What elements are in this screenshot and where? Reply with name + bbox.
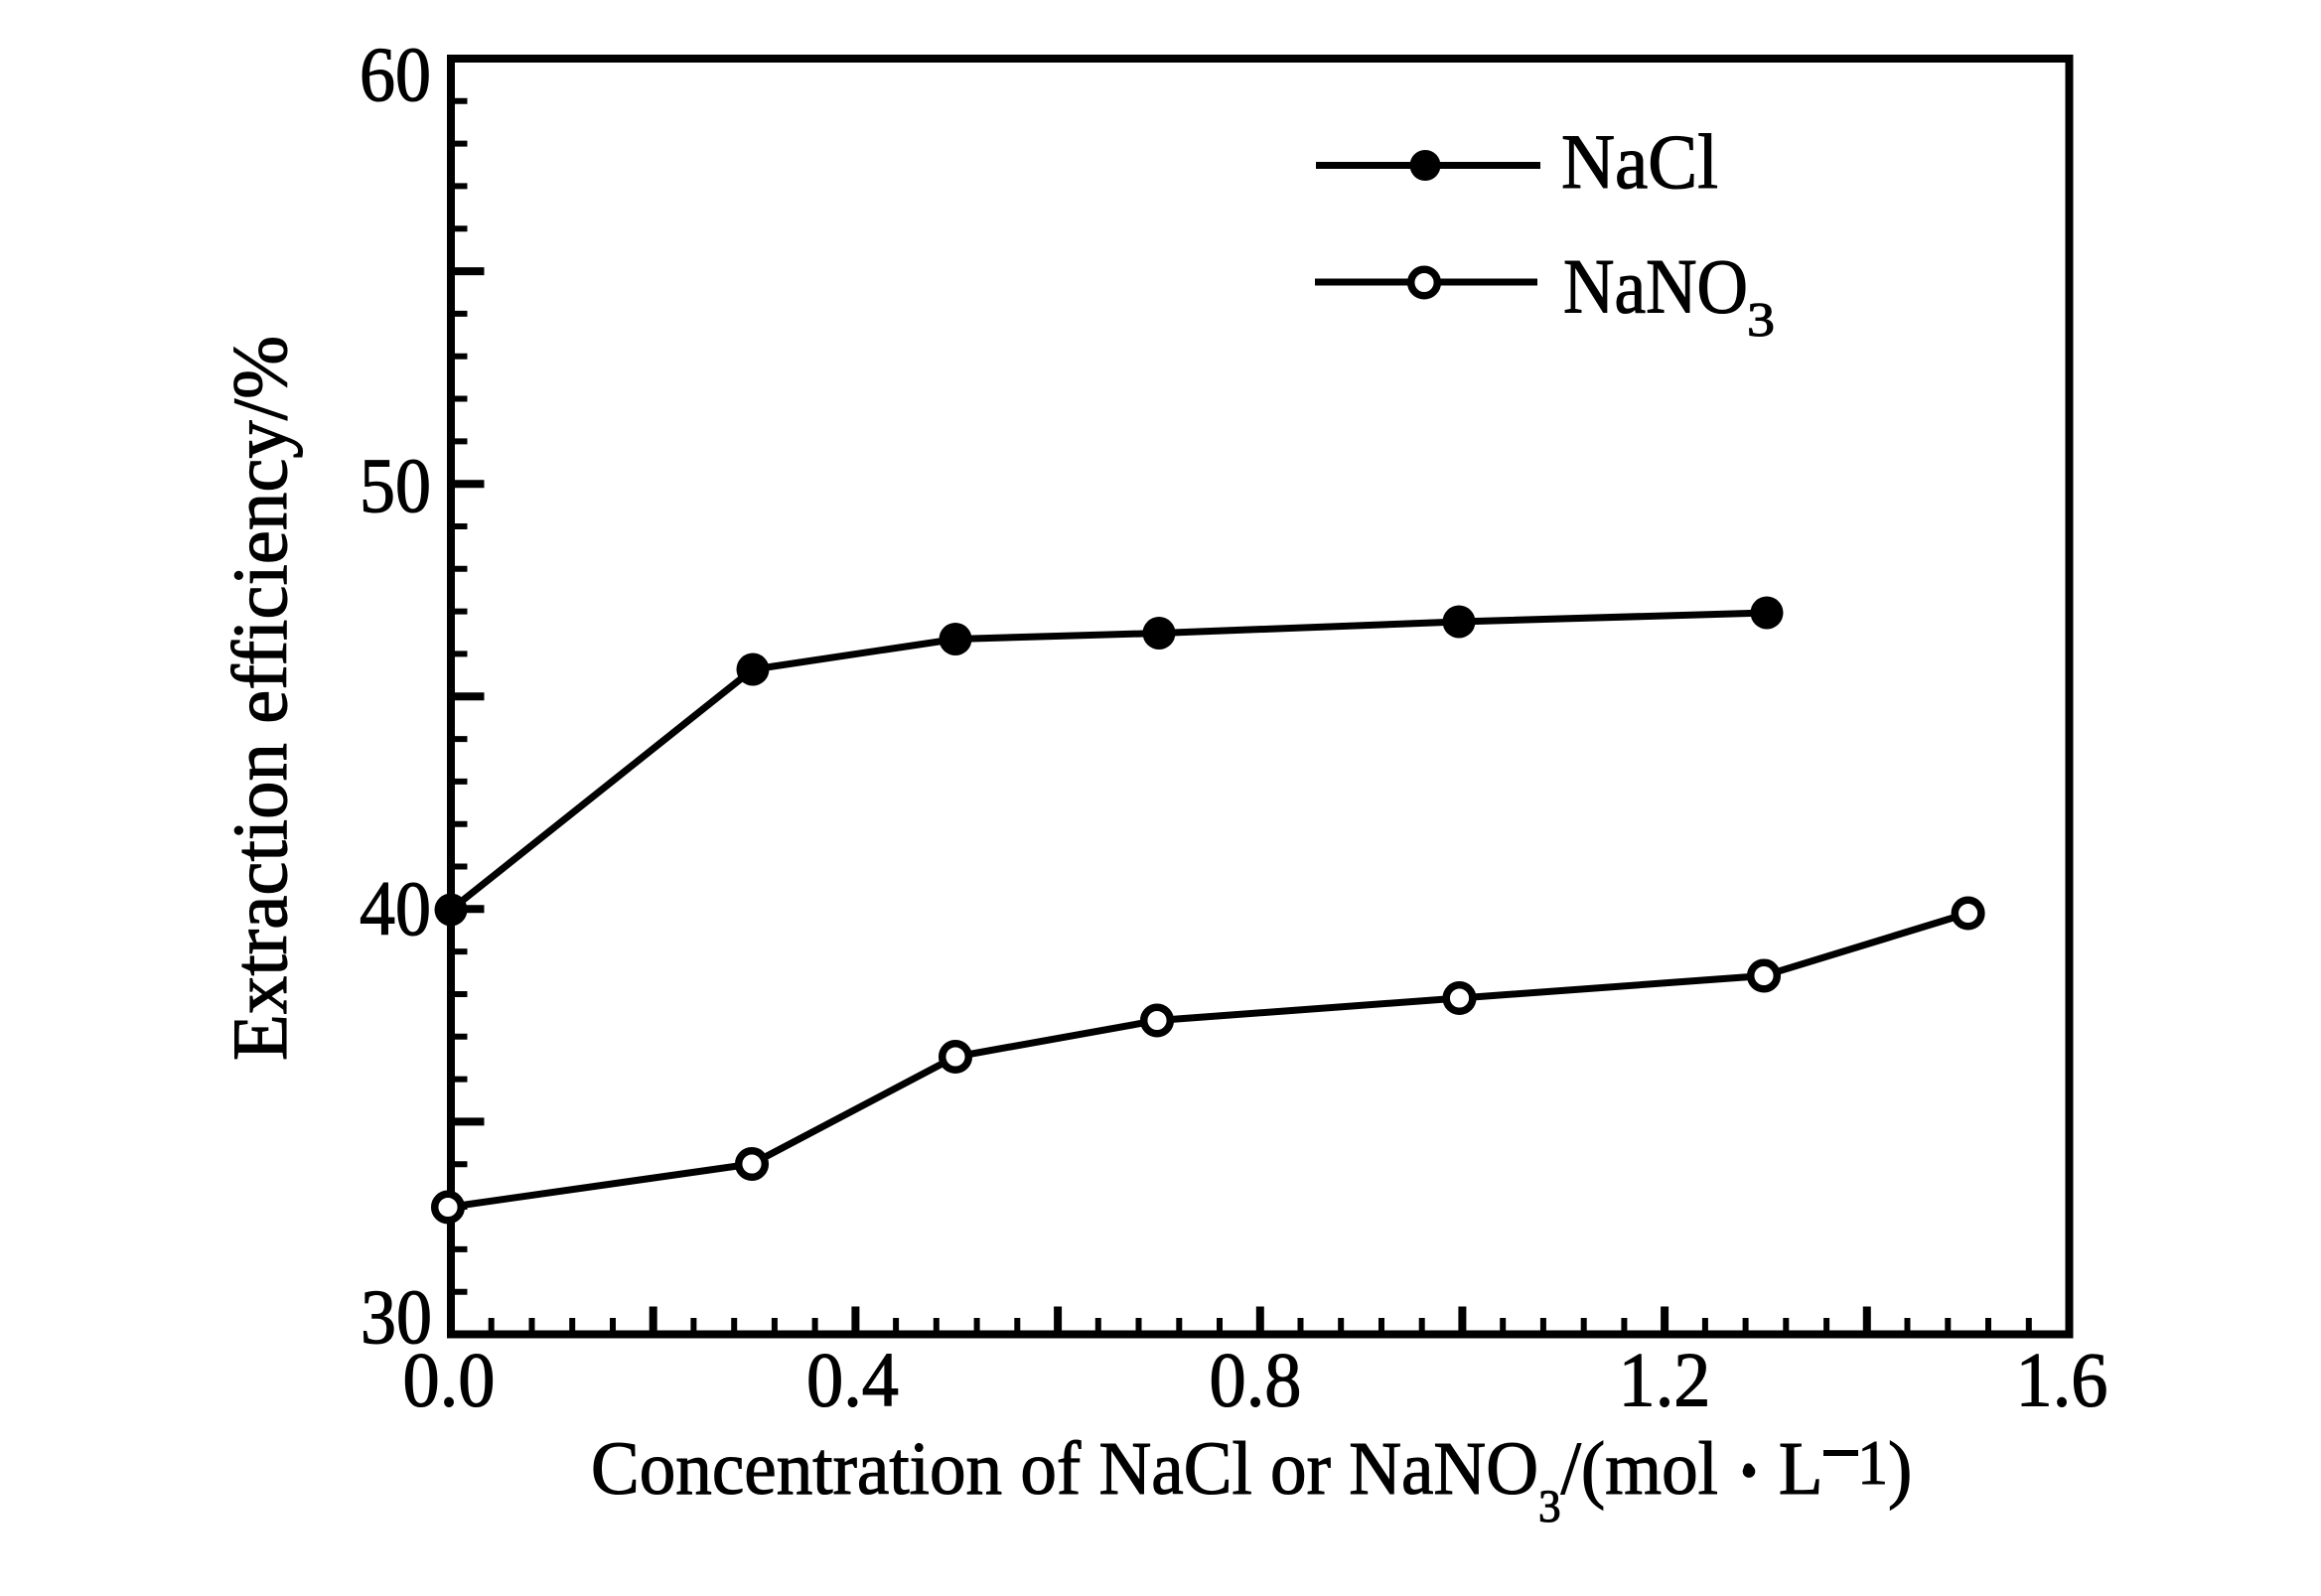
svg-text:NaNO: NaNO (1563, 243, 1748, 330)
svg-text:40: 40 (360, 865, 431, 951)
svg-text:60: 60 (360, 31, 431, 117)
svg-text:1.6: 1.6 (2016, 1337, 2108, 1423)
svg-text:0.8: 0.8 (1210, 1337, 1302, 1423)
svg-text:NaCl: NaCl (1561, 118, 1718, 205)
svg-text:Extraction efficiency/%: Extraction efficiency/% (217, 336, 303, 1061)
svg-text:1.2: 1.2 (1619, 1337, 1711, 1423)
svg-text:0.4: 0.4 (806, 1337, 899, 1423)
svg-text:50: 50 (360, 442, 431, 528)
svg-text:3: 3 (1747, 292, 1775, 347)
svg-text:0.0: 0.0 (403, 1337, 496, 1423)
svg-text:30: 30 (361, 1273, 432, 1360)
